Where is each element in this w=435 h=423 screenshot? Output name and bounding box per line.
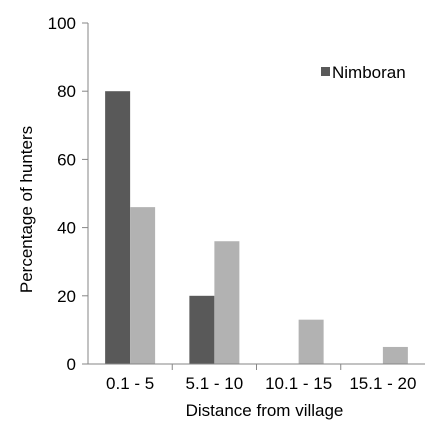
bars — [105, 91, 408, 364]
y-tick-label: 100 — [48, 14, 76, 33]
y-tick-label: 60 — [57, 150, 76, 169]
y-tick-label: 80 — [57, 82, 76, 101]
legend-label-nimboran: Nimboran — [332, 63, 406, 82]
bar-series2-2 — [214, 241, 240, 364]
bar-series2-1 — [130, 207, 156, 364]
x-axis-ticks: 0.1 - 5 5.1 - 10 10.1 - 15 15.1 - 20 — [106, 364, 416, 393]
x-tick-label: 10.1 - 15 — [265, 374, 332, 393]
x-tick-label: 5.1 - 10 — [186, 374, 244, 393]
bar-series1-2 — [189, 295, 215, 364]
y-tick-label: 40 — [57, 219, 76, 238]
y-tick-label: 0 — [67, 355, 76, 374]
y-axis-title: Percentage of hunters — [17, 126, 36, 293]
y-tick-label: 20 — [57, 287, 76, 306]
bar-series2-4 — [382, 346, 408, 364]
bar-series2-3 — [298, 319, 324, 364]
x-tick-label: 0.1 - 5 — [106, 374, 154, 393]
legend: Nimboran — [321, 63, 406, 82]
y-axis-ticks: 0 20 40 60 80 100 — [48, 14, 88, 374]
x-axis-title: Distance from village — [186, 401, 344, 420]
x-tick-label: 15.1 - 20 — [349, 374, 416, 393]
bar-series1-1 — [105, 91, 131, 364]
legend-swatch-nimboran — [321, 67, 330, 76]
